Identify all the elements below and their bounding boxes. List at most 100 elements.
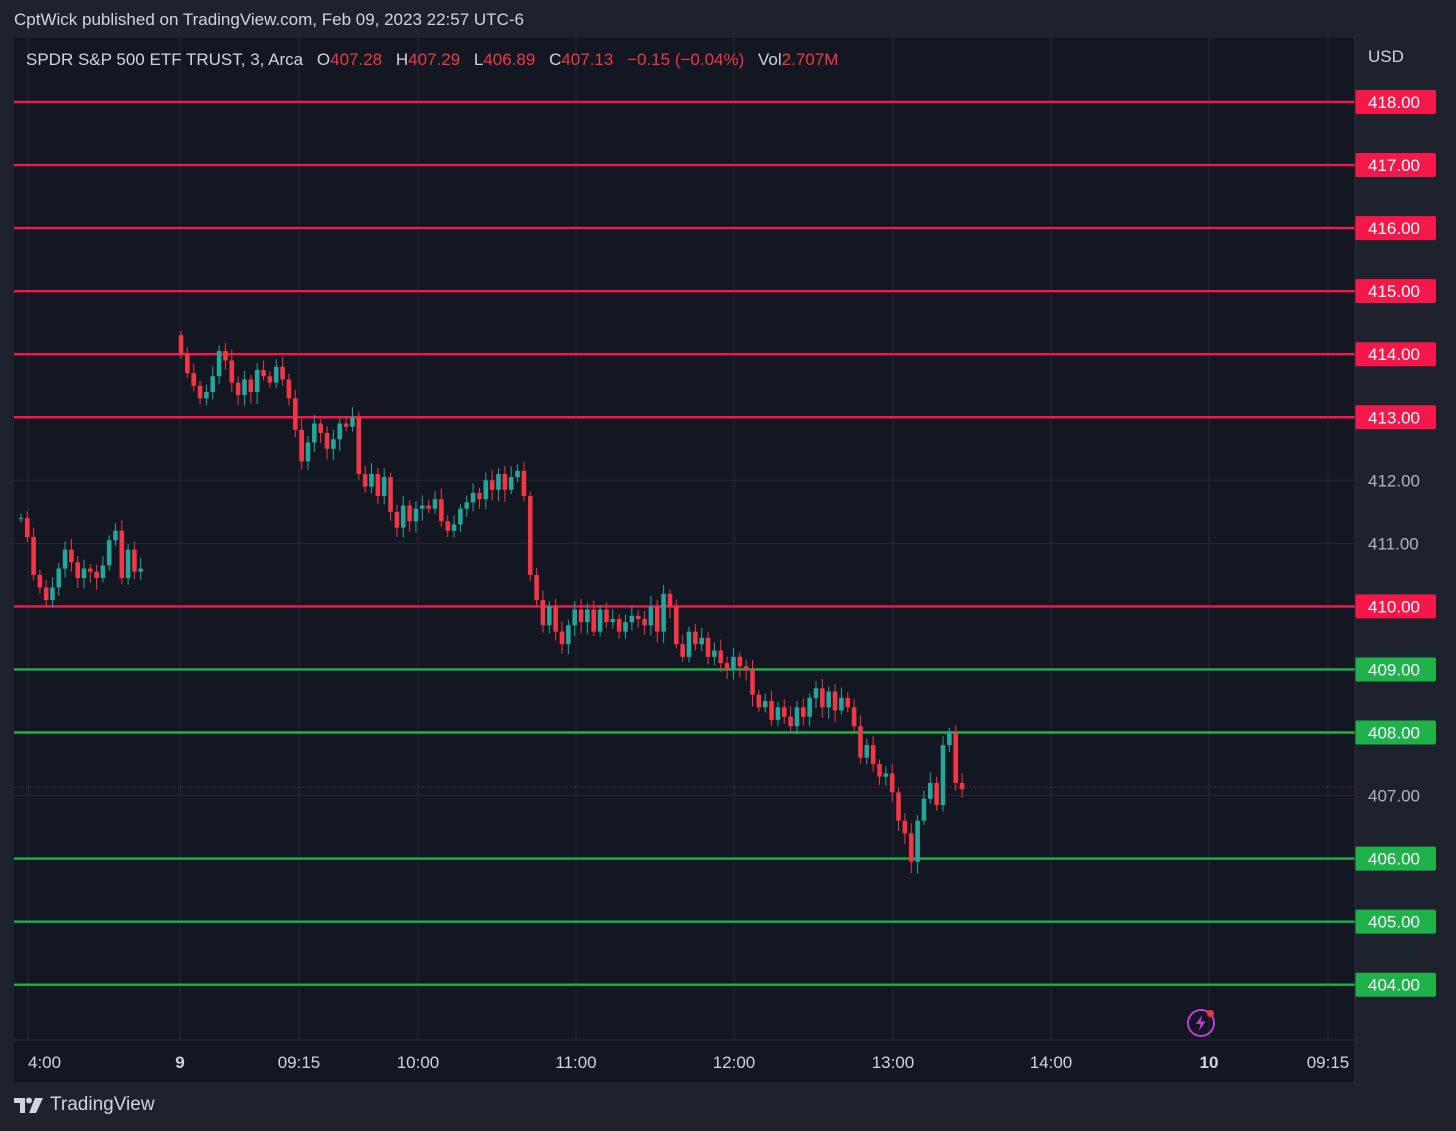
candle-71[interactable]: [502, 465, 508, 502]
candle-133[interactable]: [896, 787, 901, 831]
candle-58[interactable]: [420, 495, 425, 521]
candle-99[interactable]: [680, 634, 685, 662]
candle-88[interactable]: [610, 609, 616, 629]
candle-3[interactable]: [37, 569, 43, 594]
candle-80[interactable]: [559, 621, 565, 654]
candle-36[interactable]: [280, 356, 285, 386]
candle-109[interactable]: [743, 659, 749, 681]
candle-79[interactable]: [553, 598, 558, 641]
candle-90[interactable]: [623, 614, 628, 640]
price-label-410.00[interactable]: 410.00: [1355, 594, 1436, 619]
candle-104[interactable]: [712, 642, 717, 666]
price-label-414.00[interactable]: 414.00: [1355, 342, 1436, 367]
candle-42[interactable]: [318, 419, 323, 444]
candle-131[interactable]: [883, 766, 889, 786]
candle-18[interactable]: [132, 541, 137, 580]
candle-85[interactable]: [591, 600, 597, 637]
candle-87[interactable]: [604, 602, 609, 628]
candle-56[interactable]: [407, 500, 412, 533]
candle-64[interactable]: [458, 504, 463, 533]
candle-39[interactable]: [299, 419, 304, 470]
time-axis[interactable]: 4:00 9 09:15 10:00 11:00 12:00 13:00 14:00 10 09:…: [28, 1053, 1349, 1072]
candle-35[interactable]: [273, 359, 279, 389]
candle-86[interactable]: [597, 605, 603, 637]
candle-15[interactable]: [113, 523, 118, 546]
candle-125[interactable]: [845, 692, 851, 713]
time-label-0[interactable]: 4:00: [28, 1053, 61, 1072]
candle-106[interactable]: [724, 656, 730, 679]
candle-41[interactable]: [312, 414, 317, 452]
candle-27[interactable]: [223, 342, 228, 370]
candle-69[interactable]: [489, 470, 495, 501]
candle-60[interactable]: [432, 491, 438, 514]
candle-52[interactable]: [381, 468, 387, 505]
candle-128[interactable]: [864, 738, 870, 765]
time-label-3[interactable]: 10:00: [397, 1053, 440, 1072]
candle-2[interactable]: [31, 527, 36, 581]
price-label-413.00[interactable]: 413.00: [1355, 405, 1436, 430]
candle-94[interactable]: [648, 595, 654, 636]
candle-111[interactable]: [756, 689, 762, 712]
candle-119[interactable]: [807, 693, 812, 727]
candle-53[interactable]: [388, 472, 393, 521]
candle-137[interactable]: [921, 790, 927, 826]
candle-77[interactable]: [540, 590, 546, 633]
candle-28[interactable]: [229, 349, 235, 393]
time-label-4[interactable]: 11:00: [555, 1053, 596, 1072]
candle-31[interactable]: [248, 375, 254, 404]
candle-63[interactable]: [451, 515, 457, 538]
candle-11[interactable]: [88, 564, 93, 584]
candle-112[interactable]: [762, 693, 768, 713]
candle-51[interactable]: [375, 467, 381, 504]
candle-116[interactable]: [788, 706, 793, 734]
candle-75[interactable]: [527, 491, 533, 582]
candle-48[interactable]: [356, 411, 362, 480]
candle-89[interactable]: [616, 613, 622, 639]
price-label-407.00[interactable]: 407.00: [1368, 787, 1420, 806]
candle-123[interactable]: [832, 683, 838, 723]
candle-127[interactable]: [858, 715, 863, 765]
candle-1[interactable]: [25, 511, 30, 543]
price-label-405.00[interactable]: 405.00: [1355, 909, 1436, 934]
candle-138[interactable]: [928, 772, 933, 804]
candle-114[interactable]: [775, 701, 781, 727]
candle-45[interactable]: [337, 418, 343, 452]
candle-108[interactable]: [737, 652, 743, 678]
price-axis[interactable]: 418.00 417.00 416.00 415.00 414.00 413.00 412.…: [1355, 90, 1436, 997]
candle-136[interactable]: [915, 815, 920, 874]
candle-7[interactable]: [62, 541, 68, 578]
candle-78[interactable]: [547, 601, 552, 634]
candle-34[interactable]: [267, 371, 273, 388]
candle-32[interactable]: [254, 363, 260, 405]
candle-115[interactable]: [781, 699, 787, 724]
candle-44[interactable]: [331, 429, 336, 461]
candle-67[interactable]: [477, 487, 482, 509]
candle-124[interactable]: [839, 687, 844, 715]
candle-105[interactable]: [718, 639, 724, 672]
candle-22[interactable]: [191, 363, 196, 392]
symbol-name[interactable]: SPDR S&P 500 ETF TRUST, 3, Arca: [26, 50, 304, 69]
candle-16[interactable]: [119, 520, 125, 585]
candle-92[interactable]: [635, 610, 641, 628]
candle-24[interactable]: [204, 384, 209, 406]
candle-68[interactable]: [483, 472, 489, 510]
candle-6[interactable]: [56, 562, 62, 596]
candles[interactable]: [18, 330, 965, 874]
currency-label[interactable]: USD: [1368, 47, 1404, 66]
candle-65[interactable]: [464, 495, 470, 517]
candle-25[interactable]: [210, 366, 216, 400]
candle-117[interactable]: [794, 700, 800, 735]
candle-135[interactable]: [908, 823, 914, 874]
candle-132[interactable]: [889, 764, 895, 802]
time-label-6[interactable]: 13:00: [872, 1053, 915, 1072]
candle-76[interactable]: [534, 567, 539, 608]
candle-129[interactable]: [870, 736, 876, 772]
candle-143[interactable]: [959, 773, 965, 798]
candle-12[interactable]: [94, 564, 99, 591]
price-label-415.00[interactable]: 415.00: [1355, 279, 1436, 304]
price-label-416.00[interactable]: 416.00: [1355, 216, 1436, 241]
candle-13[interactable]: [100, 555, 106, 583]
candle-120[interactable]: [813, 681, 819, 708]
candle-93[interactable]: [642, 610, 647, 635]
